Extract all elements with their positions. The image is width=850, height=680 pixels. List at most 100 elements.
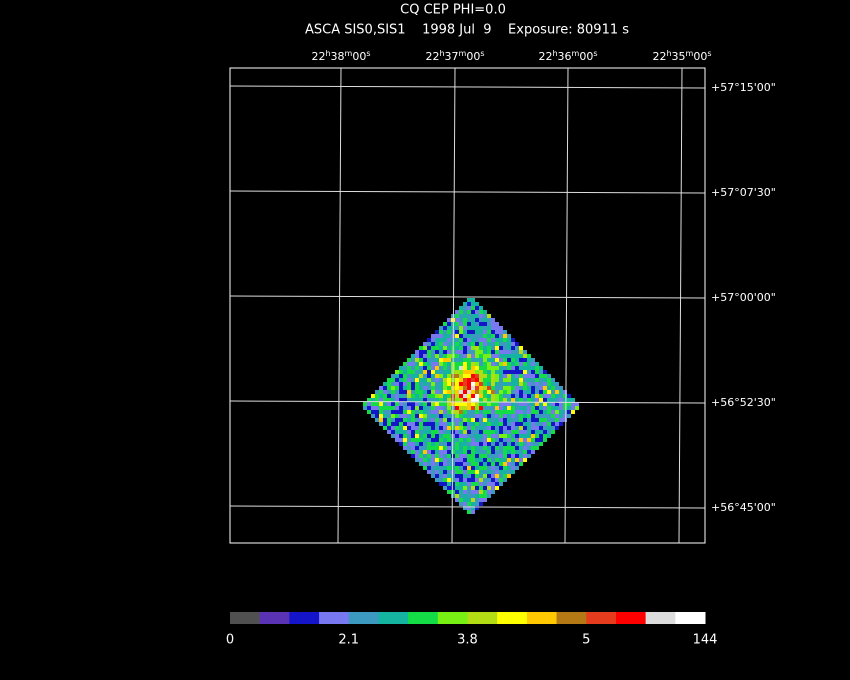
pixel	[563, 402, 567, 406]
pixel	[495, 414, 499, 418]
pixel	[479, 478, 483, 482]
pixel	[467, 426, 471, 430]
pixel	[423, 406, 427, 410]
pixel	[467, 418, 471, 422]
pixel	[527, 450, 531, 454]
pixel	[427, 342, 431, 346]
pixel	[559, 406, 563, 410]
pixel	[471, 406, 475, 410]
pixel	[455, 378, 459, 382]
pixel	[463, 314, 467, 318]
pixel	[435, 338, 439, 342]
pixel	[483, 326, 487, 330]
pixel	[511, 374, 515, 378]
pixel	[475, 450, 479, 454]
pixel	[463, 462, 467, 466]
pixel	[427, 434, 431, 438]
pixel	[403, 406, 407, 410]
pixel	[527, 362, 531, 366]
pixel	[475, 370, 479, 374]
pixel	[567, 398, 571, 402]
pixel	[435, 470, 439, 474]
pixel	[407, 398, 411, 402]
pixel	[371, 410, 375, 414]
pixel	[463, 422, 467, 426]
pixel	[499, 402, 503, 406]
pixel	[427, 418, 431, 422]
pixel	[479, 338, 483, 342]
pixel	[535, 422, 539, 426]
pixel	[527, 430, 531, 434]
pixel	[439, 446, 443, 450]
dec-label: +56°45'00"	[711, 501, 776, 514]
pixel	[523, 382, 527, 386]
pixel	[479, 394, 483, 398]
pixel	[535, 398, 539, 402]
pixel	[371, 414, 375, 418]
pixel	[475, 438, 479, 442]
pixel	[511, 346, 515, 350]
pixel	[499, 466, 503, 470]
pixel	[495, 350, 499, 354]
pixel	[487, 430, 491, 434]
pixel	[499, 474, 503, 478]
pixel	[483, 434, 487, 438]
pixel	[467, 498, 471, 502]
pixel	[467, 466, 471, 470]
pixel	[435, 418, 439, 422]
pixel	[447, 338, 451, 342]
pixel	[439, 442, 443, 446]
pixel	[471, 390, 475, 394]
pixel	[475, 366, 479, 370]
pixel	[439, 326, 443, 330]
pixel	[471, 318, 475, 322]
pixel	[551, 406, 555, 410]
pixel	[439, 434, 443, 438]
pixel	[471, 426, 475, 430]
pixel	[411, 390, 415, 394]
pixel	[507, 406, 511, 410]
pixel	[471, 386, 475, 390]
pixel	[419, 358, 423, 362]
pixel	[531, 414, 535, 418]
pixel	[543, 418, 547, 422]
pixel	[483, 458, 487, 462]
pixel	[423, 378, 427, 382]
pixel	[483, 362, 487, 366]
pixel	[459, 342, 463, 346]
pixel	[507, 454, 511, 458]
pixel	[515, 442, 519, 446]
pixel	[527, 426, 531, 430]
pixel	[427, 450, 431, 454]
pixel	[459, 498, 463, 502]
pixel	[391, 418, 395, 422]
pixel	[379, 394, 383, 398]
pixel	[491, 318, 495, 322]
pixel	[487, 434, 491, 438]
pixel	[455, 338, 459, 342]
pixel	[423, 358, 427, 362]
pixel	[439, 390, 443, 394]
pixel	[443, 462, 447, 466]
pixel	[375, 394, 379, 398]
pixel	[551, 386, 555, 390]
pixel	[395, 394, 399, 398]
pixel	[423, 374, 427, 378]
pixel	[551, 382, 555, 386]
pixel	[467, 354, 471, 358]
pixel	[547, 406, 551, 410]
pixel	[463, 370, 467, 374]
pixel	[563, 398, 567, 402]
pixel	[515, 454, 519, 458]
pixel	[447, 442, 451, 446]
pixel	[451, 462, 455, 466]
colorbar-swatch	[467, 612, 498, 624]
pixel	[415, 406, 419, 410]
pixel	[559, 414, 563, 418]
ra-label-part: 00	[579, 50, 593, 63]
pixel	[531, 374, 535, 378]
pixel	[475, 342, 479, 346]
pixel	[415, 374, 419, 378]
pixel	[471, 442, 475, 446]
pixel	[515, 370, 519, 374]
